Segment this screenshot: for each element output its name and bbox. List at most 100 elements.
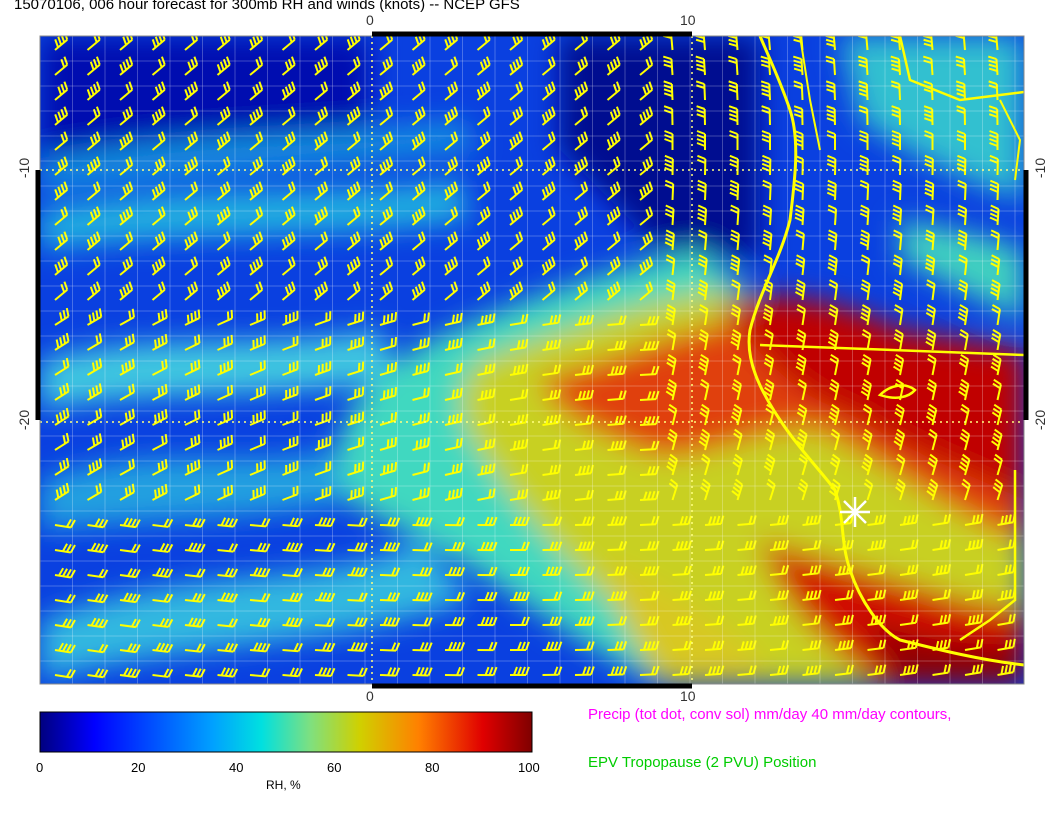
wind-barb [476,56,491,76]
wind-barb [54,668,76,679]
wind-barb [992,378,1002,401]
wind-barb [639,665,660,676]
wind-barb [54,332,70,351]
wind-barb [802,664,822,676]
wind-barb [346,206,361,226]
wind-barb [217,334,234,351]
wind-barb [347,411,365,426]
wind-barb [184,156,199,176]
wind-barb [607,640,628,651]
wind-barb [991,428,1003,451]
wind-barb [993,453,1003,476]
wind-barb [412,337,430,351]
wind-barb [347,517,368,527]
wind-barb [696,130,706,150]
wind-barb [639,415,660,426]
wind-barb [184,334,201,351]
wind-barb [574,389,594,401]
wind-barb [87,518,109,529]
wind-barb [574,56,589,76]
wind-barb [541,36,556,51]
wind-barb [184,231,199,251]
wind-barb [379,336,398,351]
wind-barb [347,361,365,376]
wind-barb [574,666,595,676]
wind-barb [281,106,296,126]
wind-barb [730,204,740,226]
wind-barb [314,542,336,553]
wind-barb [932,614,952,626]
wind-barb [282,360,299,376]
wind-barb [964,663,984,676]
wind-barb [509,463,529,476]
wind-barb [476,131,491,151]
wind-barb [607,365,627,376]
wind-barb [412,487,430,501]
wind-barb [379,231,394,251]
wind-barb [867,514,887,526]
wind-barb [411,181,426,201]
wind-barb [574,439,594,451]
wind-barb [890,55,901,76]
wind-barb [639,390,660,401]
wind-barb [958,279,969,301]
wind-barb [955,80,966,101]
wind-barb [997,663,1016,676]
wind-barb [184,131,199,151]
wind-barb [957,179,967,201]
wind-barb [119,131,134,151]
wind-barb [542,439,562,451]
wind-barb [861,453,873,476]
wind-barb [769,564,790,576]
wind-barb [867,639,887,651]
wind-barb [87,568,109,579]
wind-barb [639,106,654,126]
wind-barb [825,36,836,51]
wind-barb [282,335,299,351]
wind-barb [54,281,69,301]
wind-barb [542,489,562,501]
wind-barb [959,329,969,351]
wind-barb [899,539,919,551]
wind-barb [606,206,621,226]
wind-barb [666,453,678,476]
wind-barb [922,55,934,76]
wind-barb [346,256,361,276]
wind-barb [379,436,398,451]
wind-barb [119,231,134,251]
wind-barb [54,131,69,151]
wind-barb [184,517,206,528]
wind-barb [769,664,790,676]
wind-barb [730,229,740,251]
wind-barb [86,81,101,101]
wind-barb [987,55,999,76]
wind-barb [54,407,70,426]
frame-ticks [35,31,1029,689]
wind-barb [990,353,1002,376]
wind-barb [574,36,589,51]
wind-barb [762,179,772,201]
wind-barb [959,428,971,451]
wind-barb [769,614,790,626]
wind-barb [282,617,303,628]
wind-barb [737,665,757,676]
wind-barb [795,353,807,376]
wind-barb [151,106,166,126]
wind-barb [346,56,361,76]
wind-barb [509,616,530,626]
wind-barb [249,617,271,628]
wind-barb [151,81,166,101]
wind-barb [86,206,101,226]
wind-barb [444,641,466,652]
wind-barb [541,281,556,301]
wind-barb [477,641,498,652]
wind-barb [444,437,463,451]
wind-barb [899,514,919,526]
wind-barb [672,590,692,601]
wind-barb [314,156,329,176]
wind-barb [699,378,710,401]
wind-barb [793,80,804,101]
wind-barb [119,36,134,51]
wind-barb [151,156,166,176]
wind-barb [152,593,174,603]
